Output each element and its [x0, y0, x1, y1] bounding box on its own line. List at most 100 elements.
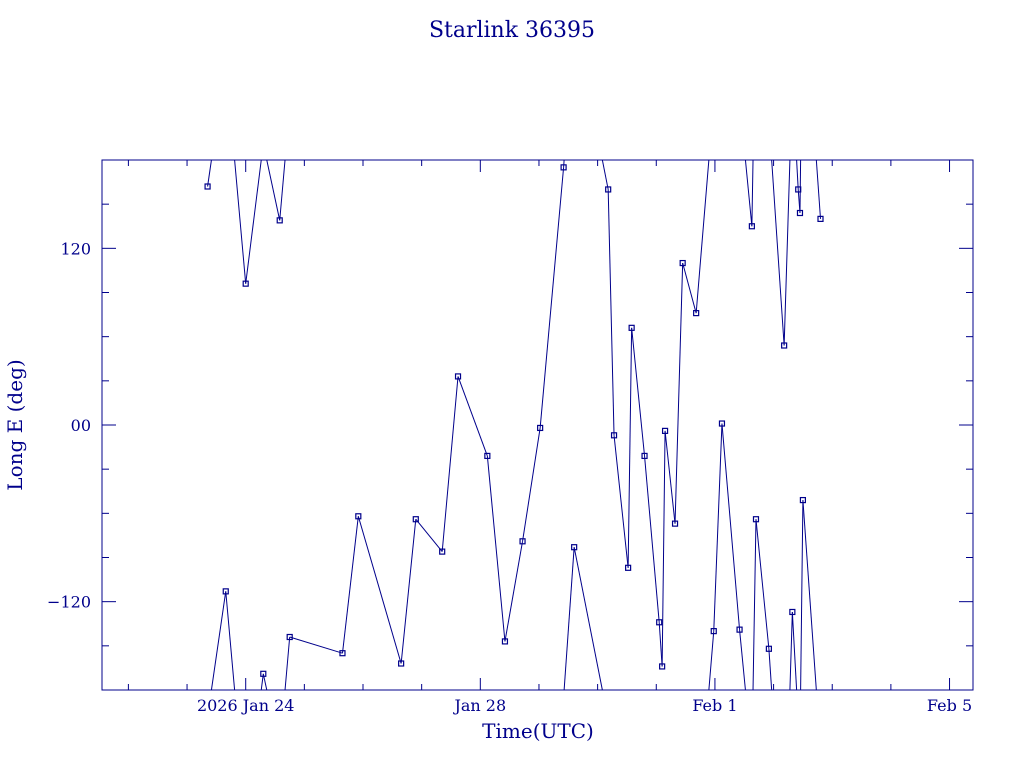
series-line-segment [682, 262, 697, 314]
data-point [625, 564, 632, 571]
data-point [659, 663, 666, 670]
data-point [560, 164, 567, 171]
x-tick-label: Feb 5 [927, 696, 972, 715]
series-line-segment [627, 327, 633, 568]
data-point [398, 660, 405, 667]
data-point [679, 259, 686, 267]
data-point [260, 670, 267, 677]
data-point [286, 633, 293, 641]
data-point [501, 638, 509, 645]
chart-title: Starlink 36395 [429, 18, 595, 43]
series-line-segment [486, 455, 506, 642]
data-point [605, 186, 612, 193]
data-point [781, 342, 788, 349]
series-line-segment [796, 160, 799, 190]
series-line-segment [539, 167, 565, 428]
series-line-segment [357, 516, 402, 664]
y-tick-label: 120 [60, 239, 91, 258]
series-line-segment [664, 430, 676, 524]
series-line-segment [751, 160, 754, 227]
data-point [628, 324, 635, 331]
series-line-segment [739, 629, 746, 690]
series-line-segment [744, 160, 753, 227]
data-point [439, 548, 446, 555]
series-line-segment [713, 423, 723, 632]
y-tick-label: −120 [47, 593, 91, 612]
series-line-segment [800, 500, 804, 690]
data-point [610, 432, 618, 439]
series-line-segment [755, 519, 770, 649]
data-point [276, 217, 283, 224]
data-point [671, 520, 679, 527]
series-line-segment [695, 160, 710, 314]
series-line-segment [279, 160, 286, 221]
series-line-segment [815, 160, 822, 219]
data-point [641, 452, 648, 460]
data-point [710, 628, 717, 635]
data-point [799, 496, 807, 504]
data-point [752, 516, 760, 523]
data-point [519, 538, 526, 545]
series-line-segment [771, 160, 785, 346]
plot-frame [101, 159, 974, 691]
data-point [537, 424, 544, 432]
series-line-segment [601, 160, 609, 190]
series-layer [204, 160, 824, 690]
series-line-segment [768, 648, 773, 690]
ticks-layer: 2026 Jan 24 Jan 28 Feb 1 Feb 5 120 00 −120 [47, 160, 973, 715]
data-point [571, 544, 578, 551]
data-point [693, 310, 700, 317]
data-point [817, 215, 824, 222]
data-point [656, 619, 663, 626]
data-point [748, 223, 755, 230]
series-line-segment [210, 591, 227, 690]
series-line-segment [441, 376, 459, 552]
series-line-segment [791, 611, 798, 690]
series-line-segment [573, 547, 603, 690]
series-line-segment [613, 435, 629, 568]
data-point [339, 650, 346, 657]
data-point [484, 452, 491, 460]
x-axis-label: Time(UTC) [482, 719, 594, 743]
series-line-segment [563, 547, 575, 690]
series-line-segment [661, 430, 666, 667]
series-line-segment [752, 519, 757, 690]
data-point [736, 626, 743, 633]
x-tick-label: 2026 Jan 24 [197, 696, 295, 715]
series-line-segment [658, 622, 663, 667]
series-line-segment [563, 160, 565, 168]
series-line-segment [504, 541, 524, 642]
data-point [795, 186, 802, 193]
series-line-segment [234, 160, 247, 284]
data-point [454, 373, 462, 380]
series-line-segment [802, 500, 817, 690]
series-line-segment [631, 327, 646, 456]
data-point [242, 280, 249, 287]
series-line-segment [400, 519, 417, 664]
x-tick-label: Jan 28 [452, 696, 506, 715]
series-line-segment [674, 263, 684, 524]
y-tick-label: 00 [71, 416, 91, 435]
series-line-segment [457, 376, 488, 457]
series-line-segment [341, 516, 359, 654]
series-line-segment [415, 518, 443, 552]
data-point [718, 420, 726, 427]
series-line-segment [721, 423, 741, 630]
series-line-segment [644, 455, 660, 623]
series-line-segment [207, 160, 212, 187]
series-line-segment [607, 189, 615, 436]
data-point [765, 645, 772, 652]
x-tick-label: Feb 1 [692, 696, 737, 715]
series-line-segment [289, 636, 343, 654]
series-line-segment [789, 611, 793, 690]
series-line-segment [225, 591, 236, 690]
series-line-segment [708, 631, 715, 690]
data-point [204, 183, 211, 190]
y-axis-label: Long E (deg) [3, 359, 27, 490]
series-line-segment [245, 160, 262, 284]
data-point [796, 209, 804, 217]
series-line-segment [783, 160, 791, 346]
series-line-segment [522, 427, 541, 542]
data-point [661, 427, 669, 434]
data-point [412, 516, 419, 523]
